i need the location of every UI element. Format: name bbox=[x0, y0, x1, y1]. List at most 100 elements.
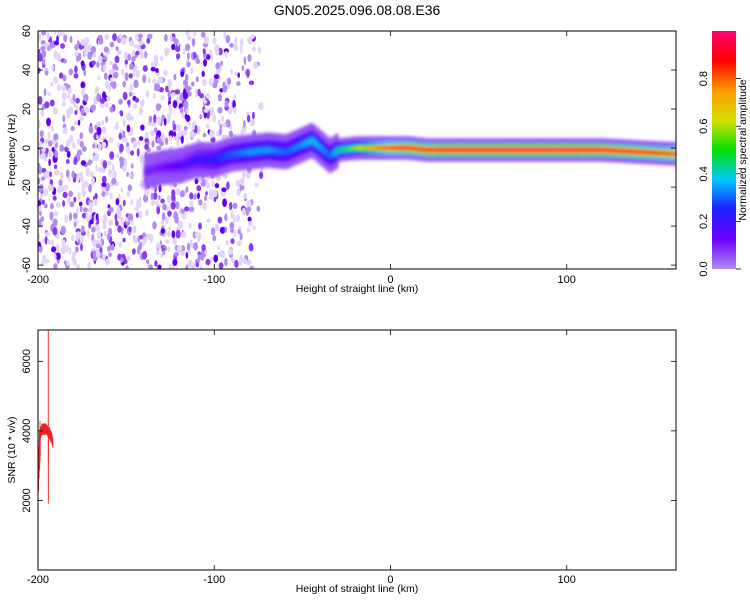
heatmap-ridge-segment bbox=[389, 146, 392, 150]
spectrogram-x-tick-label: -100 bbox=[203, 274, 225, 286]
heatmap-noise-point bbox=[80, 81, 86, 89]
heatmap-noise-point bbox=[205, 191, 208, 196]
heatmap-noise-point bbox=[131, 56, 136, 62]
heatmap-noise-point bbox=[183, 125, 188, 131]
spectrogram-y-tick-label: -60 bbox=[21, 257, 33, 273]
heatmap-noise-point bbox=[197, 192, 200, 200]
heatmap-noise-point bbox=[51, 239, 55, 247]
heatmap-ridge-segment bbox=[446, 148, 449, 152]
heatmap-noise-point bbox=[198, 178, 202, 184]
heatmap-noise-point bbox=[137, 236, 141, 243]
heatmap-noise-point bbox=[66, 260, 70, 267]
heatmap-noise-point bbox=[92, 238, 97, 248]
heatmap-ridge-segment bbox=[444, 148, 447, 152]
heatmap-noise-point bbox=[53, 31, 57, 35]
heatmap-ridge-segment bbox=[437, 148, 441, 152]
heatmap-ridge-segment bbox=[554, 148, 557, 152]
heatmap-ridge-segment bbox=[262, 147, 265, 154]
heatmap-ridge-segment bbox=[378, 146, 381, 150]
heatmap-ridge-segment bbox=[520, 148, 523, 152]
heatmap-ridge-segment bbox=[304, 140, 307, 146]
heatmap-noise-point bbox=[172, 100, 178, 109]
heatmap-noise-point bbox=[68, 190, 74, 198]
heatmap-ridge-segment bbox=[399, 146, 403, 150]
heatmap-ridge-segment bbox=[363, 146, 367, 150]
heatmap-ridge-segment bbox=[469, 148, 472, 152]
heatmap-ridge-segment bbox=[241, 150, 244, 156]
snr-x-tick-label: -100 bbox=[203, 574, 225, 586]
spectrogram-y-tick-label: 60 bbox=[21, 25, 33, 37]
heatmap-noise-point bbox=[70, 126, 75, 131]
heatmap-ridge-segment bbox=[310, 137, 314, 144]
heatmap-noise-point bbox=[223, 174, 228, 179]
snr-x-tick-label: 100 bbox=[558, 574, 576, 586]
heatmap-ridge-segment bbox=[224, 153, 227, 160]
heatmap-noise-point bbox=[69, 134, 74, 143]
heatmap-noise-point bbox=[38, 67, 41, 74]
heatmap-noise-point bbox=[191, 38, 196, 47]
heatmap-noise-point bbox=[83, 180, 89, 188]
heatmap-noise-point bbox=[133, 44, 139, 49]
heatmap-noise-point bbox=[114, 213, 118, 222]
heatmap-noise-point bbox=[186, 242, 190, 251]
heatmap-noise-point bbox=[185, 264, 189, 269]
heatmap-ridge-segment bbox=[488, 148, 491, 152]
heatmap-noise-point bbox=[88, 183, 92, 193]
heatmap-noise-point bbox=[41, 167, 47, 174]
heatmap-ridge-segment bbox=[158, 165, 161, 171]
heatmap-ridge-segment bbox=[150, 167, 153, 173]
heatmap-noise-point bbox=[62, 114, 66, 123]
heatmap-ridge-segment bbox=[524, 148, 527, 152]
heatmap-ridge-segment bbox=[494, 148, 498, 152]
heatmap-noise-point bbox=[151, 140, 155, 148]
heatmap-ridge-segment bbox=[361, 146, 364, 150]
heatmap-noise-point bbox=[38, 233, 41, 241]
heatmap-noise-point bbox=[109, 193, 113, 200]
heatmap-noise-point bbox=[120, 187, 124, 193]
heatmap-ridge-segment bbox=[526, 148, 529, 152]
heatmap-noise-point bbox=[115, 198, 120, 206]
heatmap-ridge-segment bbox=[486, 148, 489, 152]
heatmap-noise-point bbox=[218, 262, 224, 269]
heatmap-noise-point bbox=[53, 164, 58, 170]
heatmap-ridge-segment bbox=[528, 148, 532, 152]
heatmap-noise-point bbox=[258, 102, 264, 111]
heatmap-ridge-segment bbox=[615, 149, 618, 153]
heatmap-noise-point bbox=[132, 225, 137, 234]
heatmap-noise-point bbox=[156, 206, 161, 215]
heatmap-ridge-segment bbox=[560, 148, 563, 152]
heatmap-noise-point bbox=[134, 97, 140, 103]
heatmap-noise-point bbox=[203, 108, 209, 113]
heatmap-ridge-segment bbox=[306, 139, 309, 145]
heatmap-ridge-segment bbox=[268, 147, 271, 153]
heatmap-noise-point bbox=[165, 85, 169, 93]
heatmap-noise-point bbox=[150, 66, 156, 72]
heatmap-noise-point bbox=[188, 222, 192, 229]
heatmap-noise-point bbox=[221, 187, 227, 192]
heatmap-noise-point bbox=[126, 146, 131, 155]
heatmap-ridge-segment bbox=[359, 146, 362, 150]
heatmap-noise-point bbox=[77, 192, 81, 200]
spectrogram-x-tick-label: 100 bbox=[558, 274, 576, 286]
heatmap-ridge-segment bbox=[380, 146, 383, 150]
heatmap-noise-point bbox=[111, 164, 115, 172]
heatmap-noise-point bbox=[171, 230, 176, 239]
heatmap-noise-point bbox=[173, 182, 178, 188]
heatmap-noise-point bbox=[162, 203, 167, 211]
heatmap-noise-point bbox=[44, 101, 50, 109]
heatmap-ridge-segment bbox=[249, 149, 252, 155]
heatmap-ridge-segment bbox=[226, 153, 229, 159]
heatmap-noise-point bbox=[157, 264, 162, 269]
heatmap-noise-point bbox=[115, 220, 119, 227]
heatmap-noise-point bbox=[108, 219, 114, 226]
heatmap-noise-point bbox=[254, 182, 259, 188]
heatmap-noise-point bbox=[95, 250, 101, 259]
heatmap-noise-point bbox=[108, 168, 113, 178]
heatmap-noise-point bbox=[115, 66, 119, 71]
spectrogram-y-tick-label: 20 bbox=[21, 103, 33, 115]
heatmap-ridge-segment bbox=[604, 148, 608, 152]
heatmap-noise-point bbox=[232, 100, 236, 109]
heatmap-ridge-segment bbox=[342, 147, 345, 152]
heatmap-noise-point bbox=[75, 233, 79, 242]
